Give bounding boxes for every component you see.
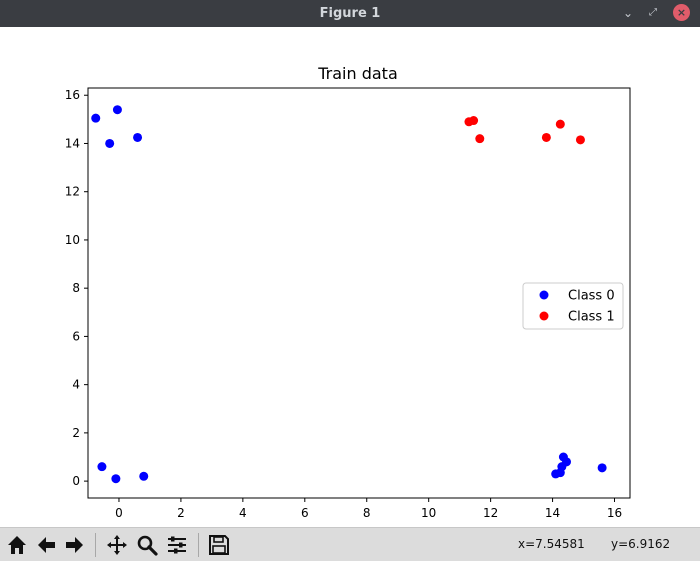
window-title: Figure 1 (319, 6, 381, 21)
y-tick-label: 6 (72, 329, 80, 343)
configure-subplots-icon[interactable] (164, 532, 190, 558)
data-point-class-1 (475, 134, 485, 144)
x-tick-label: 0 (115, 506, 123, 520)
legend-label: Class 1 (568, 310, 615, 325)
data-points (91, 105, 607, 484)
y-tick-label: 12 (65, 185, 80, 199)
data-point-class-0 (139, 471, 149, 481)
x-tick-label: 2 (177, 506, 185, 520)
data-point-class-0 (597, 463, 607, 473)
legend-label: Class 0 (568, 289, 615, 304)
data-point-class-0 (97, 462, 107, 472)
y-tick-label: 2 (72, 426, 80, 440)
x-tick-label: 10 (421, 506, 436, 520)
data-point-class-0 (557, 462, 567, 472)
back-icon[interactable] (33, 532, 59, 558)
axes-frame (87, 87, 631, 499)
maximize-icon[interactable]: ⤢ (649, 7, 657, 18)
x-tick-label: 4 (239, 506, 247, 520)
toolbar-separator (198, 533, 199, 557)
x-tick-label: 6 (301, 506, 309, 520)
home-icon[interactable] (4, 532, 30, 558)
x-tick-label: 12 (483, 506, 498, 520)
x-tick-label: 8 (363, 506, 371, 520)
data-point-class-0 (105, 138, 115, 148)
data-point-class-0 (111, 474, 121, 484)
y-tick-label: 0 (72, 474, 80, 488)
toolbar-separator (95, 533, 96, 557)
x-tick-label: 14 (545, 506, 560, 520)
y-tick-label: 10 (65, 233, 80, 247)
x-tick-label: 16 (607, 506, 622, 520)
y-tick-label: 8 (72, 281, 80, 295)
x-axis: 0 2 4 6 8 10 12 14 16 (115, 498, 622, 520)
forward-icon[interactable] (62, 532, 88, 558)
scatter-chart: Train data 0 2 4 6 8 10 12 14 16 0 2 4 6 8 10 12 14 16 C… (65, 64, 631, 520)
minimize-icon[interactable]: ⌄ (622, 6, 634, 20)
x-coordinate-readout: x=7.54581 (518, 537, 585, 551)
y-tick-label: 4 (72, 378, 80, 392)
legend-marker (539, 290, 549, 300)
data-point-class-0 (112, 105, 122, 115)
data-point-class-1 (541, 132, 551, 142)
navigation-toolbar: x=7.54581 y=6.9162 (0, 527, 700, 561)
chart-title: Train data (317, 64, 398, 83)
figure-canvas[interactable]: Train data 0 2 4 6 8 10 12 14 16 0 2 4 6 8 10 12 14 16 C… (0, 27, 700, 527)
y-axis: 0 2 4 6 8 10 12 14 16 (65, 88, 88, 488)
pan-icon[interactable] (104, 532, 130, 558)
y-tick-label: 16 (65, 88, 80, 102)
save-icon[interactable] (206, 532, 232, 558)
data-point-class-1 (469, 116, 479, 126)
data-point-class-1 (575, 135, 585, 145)
legend-marker (539, 311, 549, 321)
window-titlebar: Figure 1 ⌄ ⤢ × (0, 0, 700, 27)
data-point-class-0 (133, 132, 143, 142)
legend: Class 0 Class 1 (522, 282, 624, 330)
data-point-class-0 (91, 113, 101, 123)
y-tick-label: 14 (65, 136, 80, 150)
zoom-icon[interactable] (134, 532, 160, 558)
data-point-class-1 (555, 119, 565, 129)
close-icon[interactable]: × (673, 4, 690, 21)
y-coordinate-readout: y=6.9162 (611, 537, 671, 551)
